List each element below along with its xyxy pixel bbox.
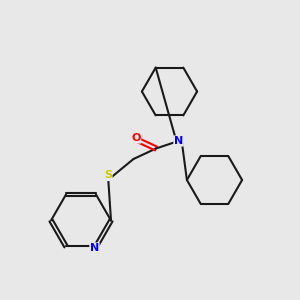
Text: N: N — [90, 243, 99, 253]
Text: S: S — [104, 170, 112, 181]
Text: N: N — [174, 136, 183, 146]
Text: O: O — [131, 133, 141, 143]
